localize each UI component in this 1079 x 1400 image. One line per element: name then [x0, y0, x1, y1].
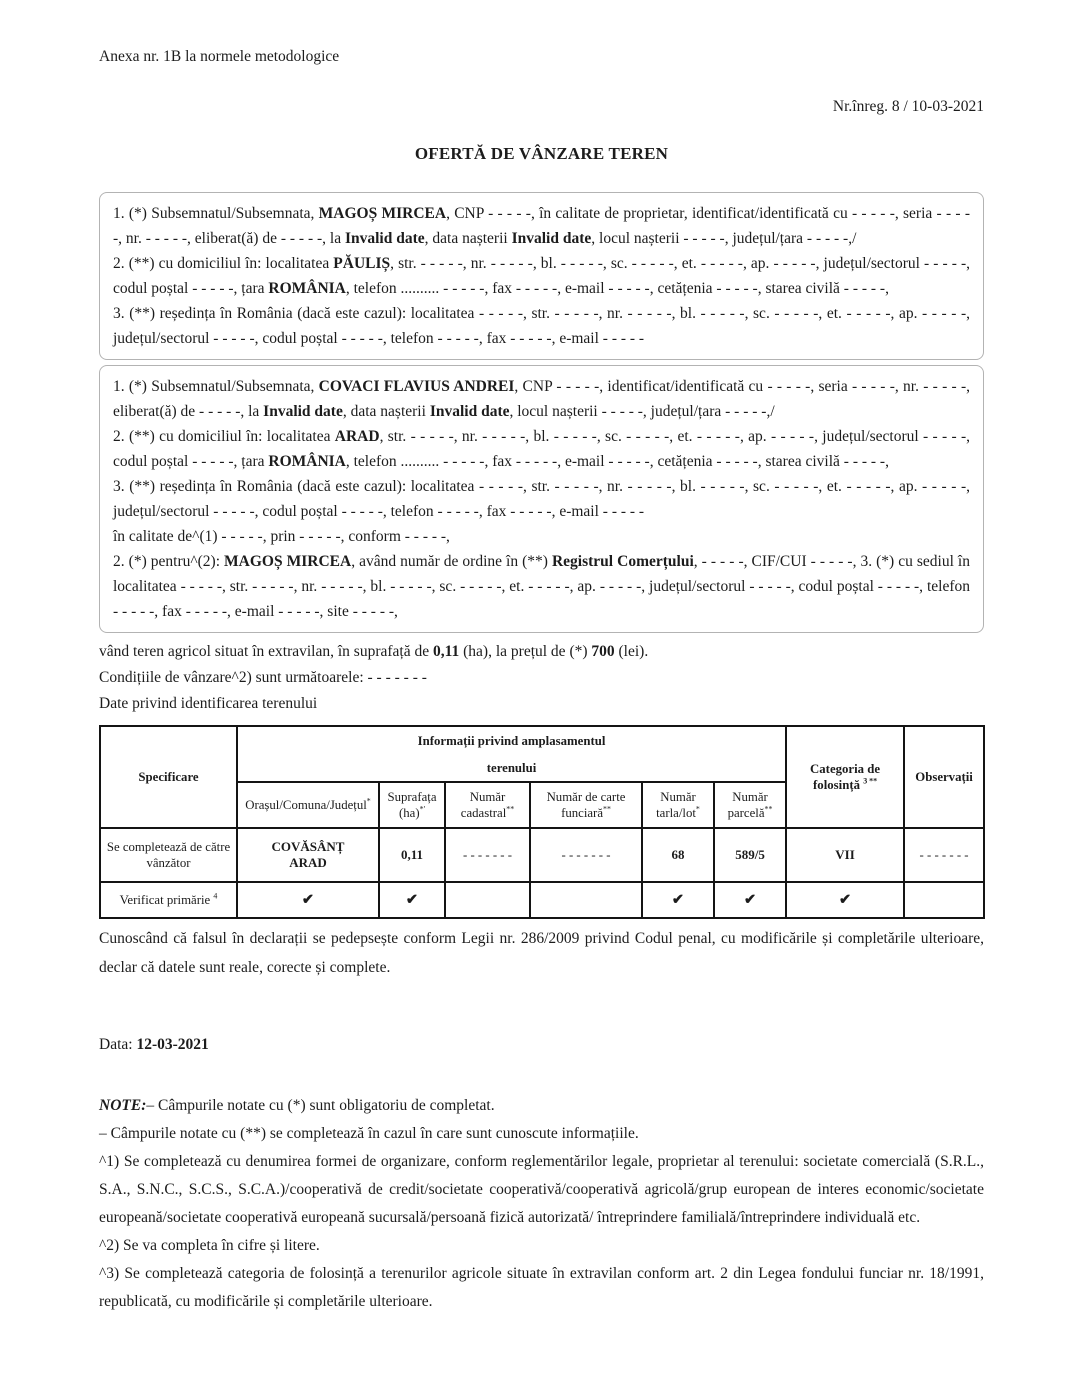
- cell-oras-value: COVĂSÂNȚ ARAD: [236, 827, 380, 883]
- checkmark-icon: [903, 881, 986, 919]
- document-title: OFERTĂ DE VÂNZARE TEREN: [414, 144, 669, 163]
- col-header-categoria: Categoria de folosință 3 **: [785, 725, 906, 829]
- subcol-tarla: Număr tarla/lot*: [641, 781, 715, 829]
- date-label: Data:: [99, 1036, 137, 1053]
- subcol-cadastral: Număr cadastral**: [444, 781, 531, 829]
- rep-capacity-paragraph: în calitate de^(1) - - - - -, prin - - -…: [113, 528, 450, 545]
- categoria-label: Categoria de folosință: [810, 762, 881, 792]
- subcol-carte-funciara: Număr de carte funciară**: [529, 781, 643, 829]
- offer-summary: vând teren agricol situat în extravilan,…: [99, 639, 984, 717]
- document-page: Anexa nr. 1B la normele metodologice Nr.…: [99, 48, 986, 1316]
- col-header-observatii: Observații: [903, 725, 986, 829]
- land-identification-table: Specificare Informații privind amplasame…: [99, 725, 986, 919]
- note-optional-fields: – Câmpurile notate cu (**) se completeaz…: [99, 1125, 639, 1142]
- declaration-text: Cunoscând că falsul în declarații se ped…: [99, 930, 984, 976]
- seller-row-label: Se completează de către vânzător: [99, 827, 238, 883]
- date-value: 12-03-2021: [136, 1036, 209, 1053]
- owner-identity-paragraph: 1. (*) Subsemnatul/Subsemnata, MAGOȘ MIR…: [113, 205, 970, 247]
- cell-carte-funciara-value: - - - - - - -: [529, 827, 643, 883]
- party-box-representative: 1. (*) Subsemnatul/Subsemnata, COVACI FL…: [99, 365, 984, 633]
- subcol-parcela: Număr parcelă**: [712, 781, 788, 829]
- seller-data-row: Se completează de către vânzător COVĂSÂN…: [99, 827, 986, 883]
- note-mandatory-fields: NOTE:– Câmpurile notate cu (*) sunt obli…: [99, 1097, 495, 1114]
- rep-residence-paragraph: 3. (**) reședința în România (dacă este …: [113, 478, 970, 520]
- cell-observatii-value: - - - - - - -: [903, 827, 986, 883]
- rep-domicile-paragraph: 2. (**) cu domiciliul în: localitatea AR…: [113, 428, 971, 470]
- annex-note: Anexa nr. 1B la normele metodologice: [99, 48, 340, 65]
- subcol-suprafata: Suprafața (ha)*': [378, 781, 446, 829]
- checkmark-icon: ✔: [712, 881, 788, 919]
- verify-row-label: Verificat primărie 4: [99, 881, 238, 919]
- cell-tarla-value: 68: [641, 827, 715, 883]
- group-header-line1: Informații privind amplasamentul: [417, 733, 606, 748]
- checkmark-icon: ✔: [236, 881, 380, 919]
- notes-section: NOTE:– Câmpurile notate cu (*) sunt obli…: [99, 1092, 984, 1316]
- sale-summary-line: vând teren agricol situat în extravilan,…: [99, 643, 649, 660]
- checkmark-icon: [529, 881, 643, 919]
- footnote-2: ^2) Se va completa în cifre și litere.: [99, 1237, 320, 1254]
- cell-categoria-value: VII: [785, 827, 906, 883]
- verify-row: Verificat primărie 4 ✔ ✔ ✔ ✔ ✔: [99, 881, 986, 919]
- footnote-3: ^3) Se completează categoria de folosinț…: [99, 1265, 984, 1310]
- cell-parcela-value: 589/5: [712, 827, 788, 883]
- date-line: Data: 12-03-2021: [99, 1034, 984, 1056]
- cell-suprafata-value: 0,11: [378, 827, 446, 883]
- rep-identity-paragraph: 1. (*) Subsemnatul/Subsemnata, COVACI FL…: [113, 378, 970, 420]
- subcol-oras: Orașul/Comuna/Județul*: [236, 781, 380, 829]
- checkmark-icon: ✔: [785, 881, 906, 919]
- land-id-heading: Date privind identificarea terenului: [99, 695, 318, 712]
- cell-cadastral-value: - - - - - - -: [444, 827, 531, 883]
- group-header-line2: terenului: [486, 760, 537, 775]
- registration-number: Nr.înreg. 8 / 10-03-2021: [832, 98, 984, 115]
- party-box-owner: 1. (*) Subsemnatul/Subsemnata, MAGOȘ MIR…: [99, 192, 984, 360]
- conditions-line: Condițiile de vânzare^2) sunt următoarel…: [99, 669, 427, 686]
- checkmark-icon: ✔: [378, 881, 446, 919]
- categoria-sup: 3 **: [863, 776, 878, 786]
- col-header-specificare: Specificare: [99, 725, 238, 829]
- footnote-1: ^1) Se completează cu denumirea formei d…: [99, 1153, 984, 1226]
- col-header-amplasament-group: Informații privind amplasamentul terenul…: [235, 725, 788, 783]
- rep-for-paragraph: 2. (*) pentru^(2): MAGOȘ MIRCEA, având n…: [113, 553, 970, 620]
- owner-residence-paragraph: 3. (**) reședința în România (dacă este …: [113, 305, 970, 347]
- owner-domicile-paragraph: 2. (**) cu domiciliul în: localitatea PĂ…: [113, 255, 971, 297]
- checkmark-icon: ✔: [641, 881, 715, 919]
- checkmark-icon: [444, 881, 531, 919]
